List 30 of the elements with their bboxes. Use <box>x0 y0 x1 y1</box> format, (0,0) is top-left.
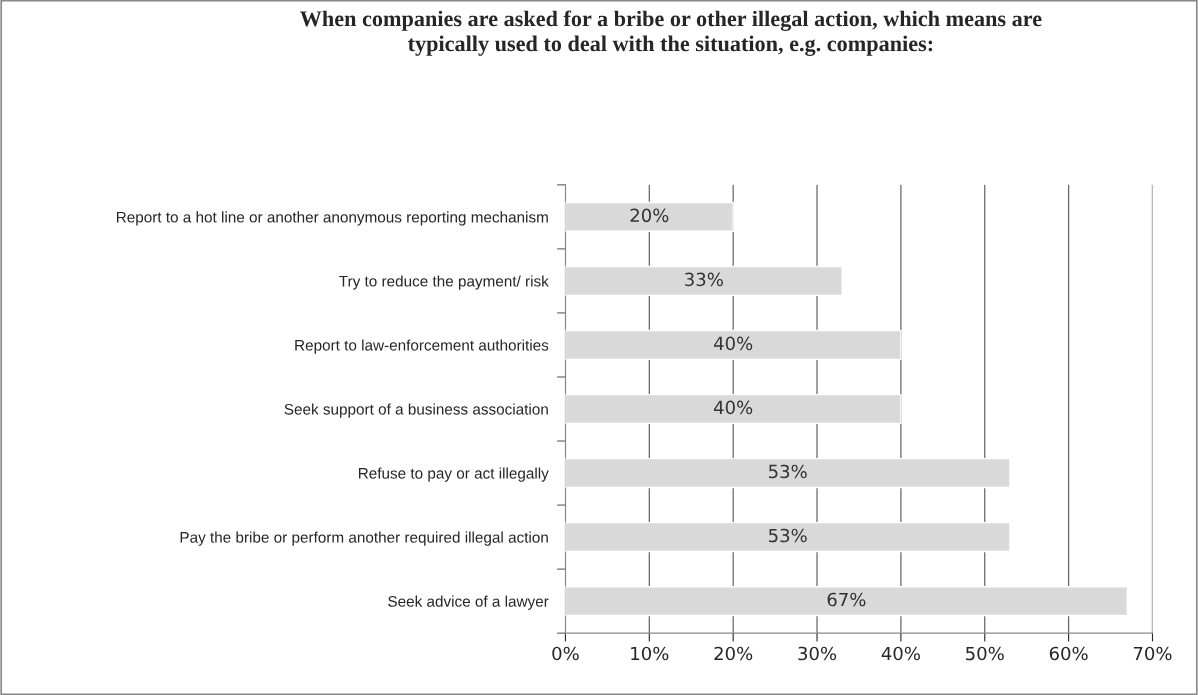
x-tick-label: 20% <box>714 646 753 661</box>
y-tick-label: Refuse to pay or act illegally <box>358 467 549 482</box>
bar <box>565 586 1129 617</box>
bar <box>565 521 1011 553</box>
data-label: 20% <box>630 208 669 223</box>
x-tick-label: 40% <box>881 646 920 661</box>
x-tick-label: 70% <box>1133 646 1172 661</box>
chart-title: When companies are asked for a bribe or other illegal action, which means are typically used to deal with the situation, e.g. companies: <box>299 10 1042 56</box>
data-label: 53% <box>769 528 807 543</box>
y-tick-label: Seek support of a business association <box>284 403 548 418</box>
y-tick-label: Report to law-enforcement authorities <box>295 339 549 354</box>
y-tick-label: Pay the bribe or perform another required illegal action <box>180 531 548 546</box>
x-tick-label: 30% <box>798 646 837 661</box>
bar <box>565 393 902 425</box>
bar <box>565 329 902 361</box>
y-tick-label: Try to reduce the payment/ risk <box>339 275 549 290</box>
y-tick-label: Report to a hot line or another anonymous reporting mechanism <box>116 211 548 226</box>
data-label: 40% <box>713 400 753 415</box>
x-tick-label: 0% <box>552 646 579 661</box>
bar <box>565 201 734 232</box>
data-label: 33% <box>685 272 723 287</box>
x-tick-label: 50% <box>966 646 1004 661</box>
x-tick-label: 10% <box>631 646 669 661</box>
y-tick-label: Seek advice of a lawyer <box>388 595 549 610</box>
x-tick-label: 60% <box>1049 646 1088 661</box>
bar <box>565 457 1011 489</box>
bar <box>565 265 843 297</box>
data-label: 53% <box>769 464 807 479</box>
data-label: 40% <box>713 336 753 351</box>
data-label: 67% <box>827 592 866 607</box>
